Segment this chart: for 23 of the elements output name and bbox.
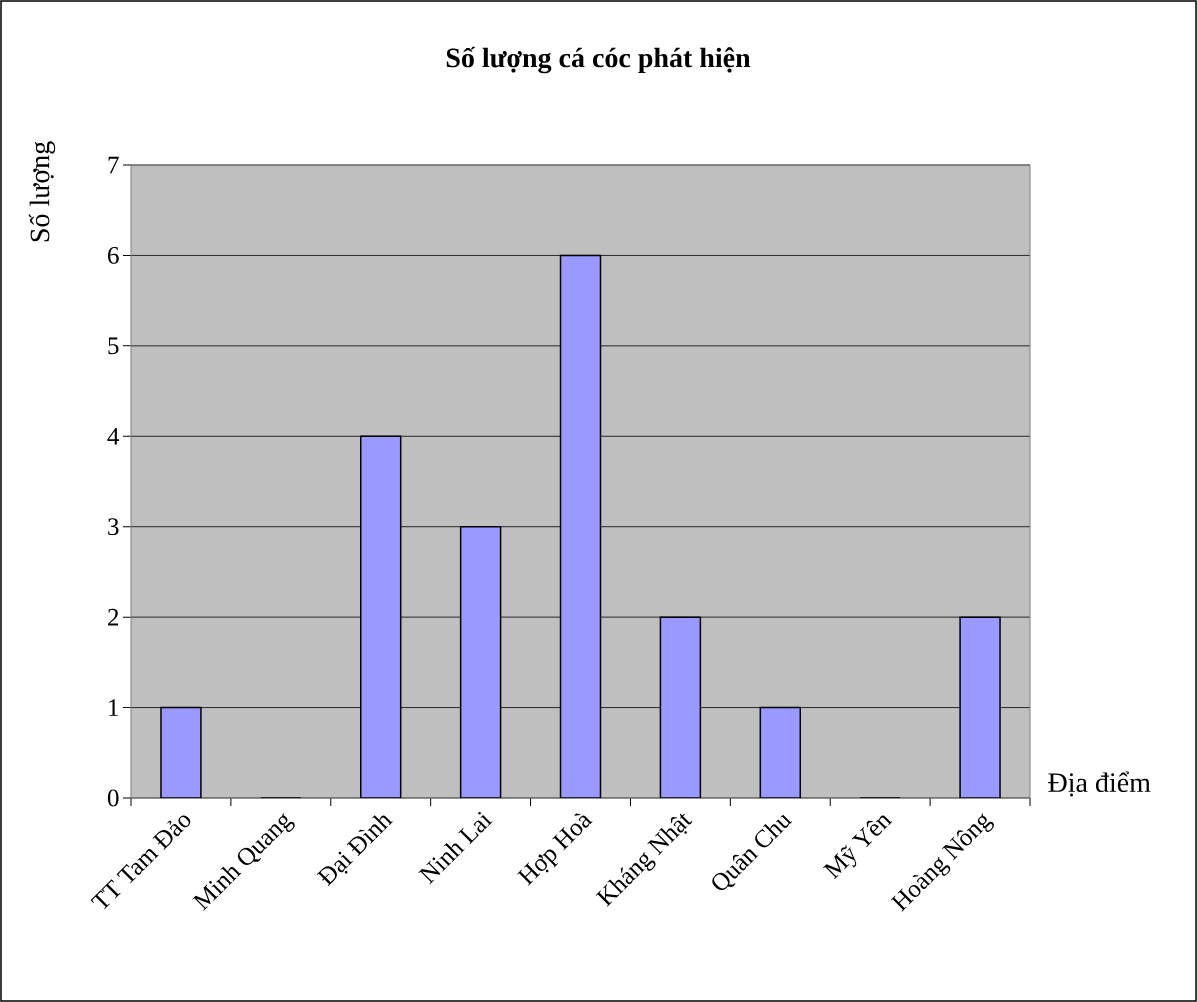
- y-tick-label: 7: [108, 156, 119, 174]
- y-tick-label: 3: [108, 518, 119, 536]
- y-axis-title: Số lượng: [28, 141, 56, 242]
- x-tick-label: Quân Chu: [712, 814, 793, 891]
- y-tick-label: 6: [108, 247, 119, 264]
- y-tick-label: 2: [108, 608, 119, 626]
- chart-title: Số lượng cá cóc phát hiện: [446, 46, 751, 74]
- bar: [459, 525, 502, 798]
- y-tick-label: 5: [108, 337, 119, 355]
- x-tick-label: Ninh Lai: [418, 811, 493, 885]
- bar: [959, 616, 1001, 798]
- bar: [659, 616, 702, 798]
- y-tick-label: 4: [107, 428, 120, 445]
- x-tick-label: Mỹ Yên: [822, 815, 893, 880]
- x-tick-label: TT Tam Đảo: [90, 815, 191, 910]
- x-axis-title: Địa điểm: [1048, 771, 1151, 797]
- bar: [360, 435, 402, 798]
- bar: [160, 706, 202, 798]
- y-tick-label: 0: [107, 789, 119, 807]
- y-tick-label: 1: [109, 699, 118, 716]
- x-tick-label: Hợp Hoà: [516, 813, 593, 886]
- bar: [759, 706, 802, 798]
- bar: [559, 254, 602, 798]
